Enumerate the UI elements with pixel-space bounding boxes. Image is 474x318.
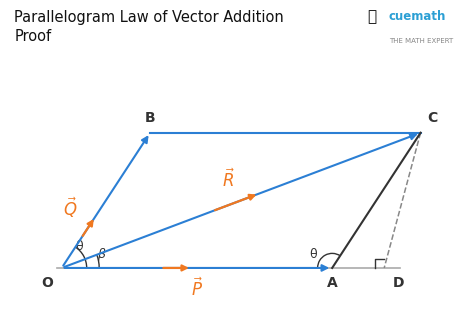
Text: β: β xyxy=(97,248,105,261)
Text: 🚀: 🚀 xyxy=(367,10,376,24)
Text: $\vec{R}$: $\vec{R}$ xyxy=(222,169,236,191)
Text: θ: θ xyxy=(310,248,317,261)
Text: Parallelogram Law of Vector Addition
Proof: Parallelogram Law of Vector Addition Pro… xyxy=(14,10,284,44)
Text: THE MATH EXPERT: THE MATH EXPERT xyxy=(389,38,453,44)
Text: O: O xyxy=(41,275,53,289)
Text: $\vec{Q}$: $\vec{Q}$ xyxy=(63,196,77,220)
Text: B: B xyxy=(145,111,155,125)
Text: θ: θ xyxy=(75,239,83,252)
Text: A: A xyxy=(327,275,337,289)
Text: $\vec{P}$: $\vec{P}$ xyxy=(191,278,203,300)
Text: D: D xyxy=(393,275,404,289)
Text: cuemath: cuemath xyxy=(389,10,446,23)
Text: C: C xyxy=(427,111,438,125)
